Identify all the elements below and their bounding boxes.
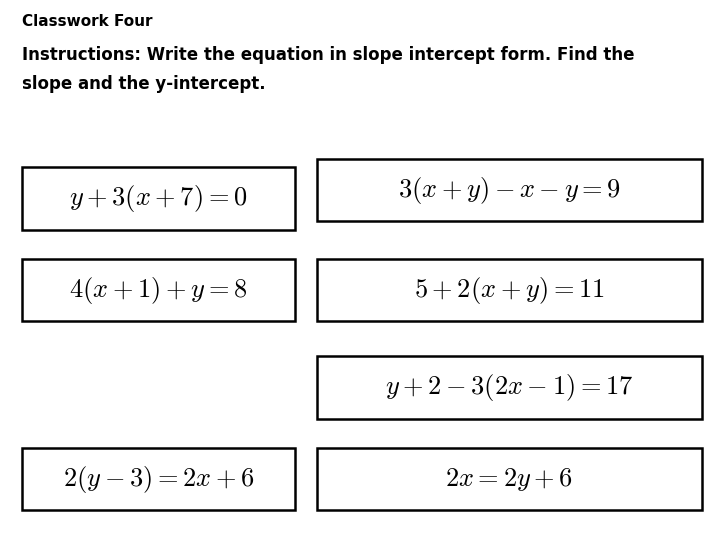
FancyBboxPatch shape (317, 448, 702, 510)
Text: $y + 3(x + 7) = 0$: $y + 3(x + 7) = 0$ (69, 183, 248, 214)
Text: Instructions: Write the equation in slope intercept form. Find the: Instructions: Write the equation in slop… (22, 46, 634, 64)
FancyBboxPatch shape (22, 167, 295, 230)
Text: $5 + 2(x + y) = 11$: $5 + 2(x + y) = 11$ (414, 275, 605, 306)
FancyBboxPatch shape (317, 259, 702, 321)
Text: $y + 2 - 3(2x - 1) = 17$: $y + 2 - 3(2x - 1) = 17$ (385, 372, 634, 403)
Text: slope and the y-intercept.: slope and the y-intercept. (22, 75, 265, 92)
FancyBboxPatch shape (317, 159, 702, 221)
Text: $4(x + 1) + y = 8$: $4(x + 1) + y = 8$ (69, 275, 248, 306)
FancyBboxPatch shape (22, 259, 295, 321)
FancyBboxPatch shape (22, 448, 295, 510)
Text: $3(x + y) - x - y = 9$: $3(x + y) - x - y = 9$ (398, 175, 621, 206)
Text: $2x = 2y + 6$: $2x = 2y + 6$ (446, 465, 573, 492)
Text: $2(y - 3) = 2x + 6$: $2(y - 3) = 2x + 6$ (63, 464, 254, 495)
FancyBboxPatch shape (317, 356, 702, 418)
Text: Classwork Four: Classwork Four (22, 14, 152, 29)
